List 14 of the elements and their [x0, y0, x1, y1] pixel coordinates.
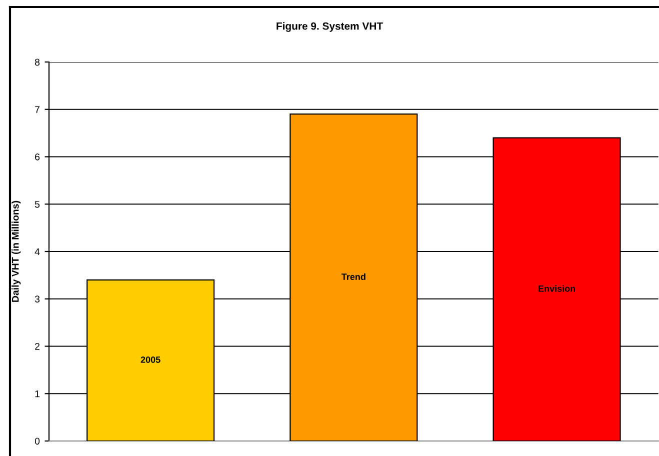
x-tick-label: 2005 [140, 356, 160, 363]
y-tick-label: 5 [34, 200, 40, 208]
y-tick-label: 3 [34, 296, 40, 302]
x-tick-label: Trend [341, 273, 366, 280]
y-tick-label: 1 [35, 390, 40, 398]
chart-title: Figure 9. System VHT [276, 22, 383, 32]
y-tick-label: 7 [35, 106, 40, 113]
y-tick-label: 8 [34, 58, 40, 66]
y-tick-label: 6 [35, 153, 40, 160]
y-axis-title: Daily VHT (in Millions) [12, 200, 21, 302]
x-tick-label: Envision [538, 285, 576, 292]
y-tick-label: 0 [34, 438, 40, 445]
y-tick-label: 2 [35, 342, 40, 350]
y-tick-label: 4 [34, 248, 40, 256]
